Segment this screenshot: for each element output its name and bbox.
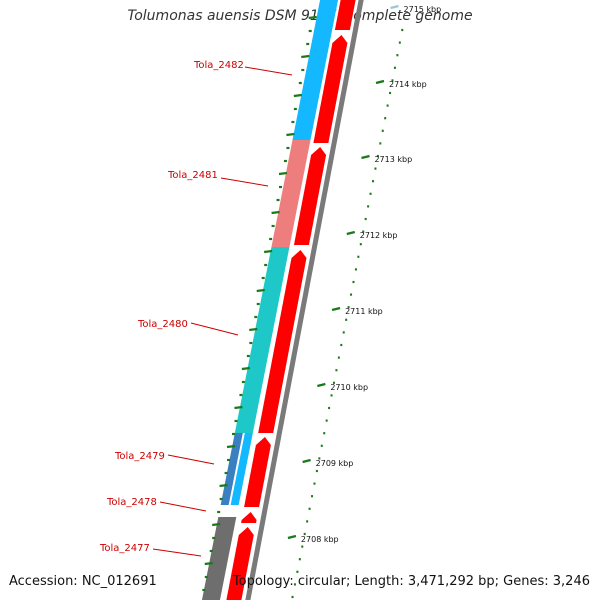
- cds-arrow[interactable]: [241, 512, 257, 523]
- cds-arrow[interactable]: [225, 527, 254, 600]
- inner-tick-ring: [202, 15, 317, 592]
- inner-tick: [234, 405, 243, 410]
- gene-label[interactable]: Tola_2479: [114, 451, 165, 462]
- feature-segment[interactable]: [218, 505, 239, 517]
- feature-ring: [200, 0, 340, 600]
- position-tick-label: 2711 kbp: [345, 307, 383, 316]
- inner-tick: [241, 366, 251, 371]
- feature-segment[interactable]: [271, 140, 311, 247]
- major-tick: [331, 306, 341, 312]
- feature-segment[interactable]: [220, 433, 243, 505]
- position-tick-label: 2710 kbp: [330, 383, 368, 392]
- major-tick: [302, 458, 311, 464]
- inner-tick: [204, 561, 213, 566]
- cds-arrow[interactable]: [293, 147, 327, 245]
- inner-tick: [219, 483, 228, 488]
- inner-tick: [308, 15, 317, 20]
- feature-segment[interactable]: [292, 0, 340, 140]
- inner-tick: [256, 288, 265, 293]
- inner-tick: [226, 444, 236, 449]
- feature-segment[interactable]: [200, 517, 237, 600]
- inner-tick: [278, 171, 288, 176]
- major-tick: [317, 382, 326, 388]
- cds-strand-ring: [225, 0, 358, 600]
- gene-label-leader: [152, 548, 202, 557]
- feature-segment[interactable]: [230, 433, 253, 505]
- inner-tick: [293, 93, 302, 98]
- gene-label-layer: Tola_2482 Tola_2481 Tola_2480 Tola_2479 Tola…: [99, 60, 293, 557]
- feature-segment[interactable]: [234, 247, 290, 433]
- position-tick-label: 2715 kbp: [404, 5, 442, 14]
- gene-label[interactable]: Tola_2481: [167, 170, 218, 181]
- inner-tick: [212, 522, 221, 527]
- gene-label[interactable]: Tola_2482: [193, 60, 244, 71]
- position-tick-label: 2708 kbp: [301, 535, 339, 544]
- position-tick-label: 2712 kbp: [360, 231, 398, 240]
- inner-tick: [286, 132, 295, 137]
- gene-label[interactable]: Tola_2477: [99, 543, 150, 554]
- major-tick: [375, 79, 385, 85]
- backbone-line: [245, 0, 364, 600]
- major-tick: [346, 230, 356, 236]
- position-tick-label: 2709 kbp: [316, 459, 354, 468]
- gene-label[interactable]: Tola_2480: [137, 319, 188, 330]
- inner-tick: [271, 210, 280, 215]
- inner-tick: [249, 327, 258, 332]
- cds-arrow[interactable]: [313, 35, 348, 143]
- gene-label[interactable]: Tola_2478: [106, 497, 157, 508]
- accession-text: Accession: NC_012691: [9, 574, 157, 589]
- position-tick-label: 2714 kbp: [389, 80, 427, 89]
- position-tick-ring: 2715 kbp 2714 kbp 2713 kbp 2712 kbp 2711 kbp…: [287, 4, 442, 599]
- gene-label-leader: [244, 66, 293, 76]
- summary-text: Topology: circular; Length: 3,471,292 bp…: [232, 574, 590, 589]
- major-tick: [287, 534, 297, 540]
- gene-label-leader: [159, 501, 207, 512]
- gene-label-leader: [190, 322, 239, 336]
- cds-arrow[interactable]: [244, 437, 271, 507]
- cds-arrow[interactable]: [258, 250, 307, 433]
- inner-tick: [263, 249, 273, 254]
- major-tick: [361, 154, 370, 160]
- map-title: Tolumonas auensis DSM 9187, complete gen…: [127, 8, 473, 24]
- inner-tick: [301, 54, 310, 59]
- major-tick: [390, 4, 399, 10]
- gene-label-leader: [167, 454, 215, 465]
- backbone-ring: [245, 0, 364, 600]
- gene-label-leader: [220, 177, 269, 187]
- position-tick-label: 2713 kbp: [374, 155, 412, 164]
- cds-arrow[interactable]: [334, 0, 358, 30]
